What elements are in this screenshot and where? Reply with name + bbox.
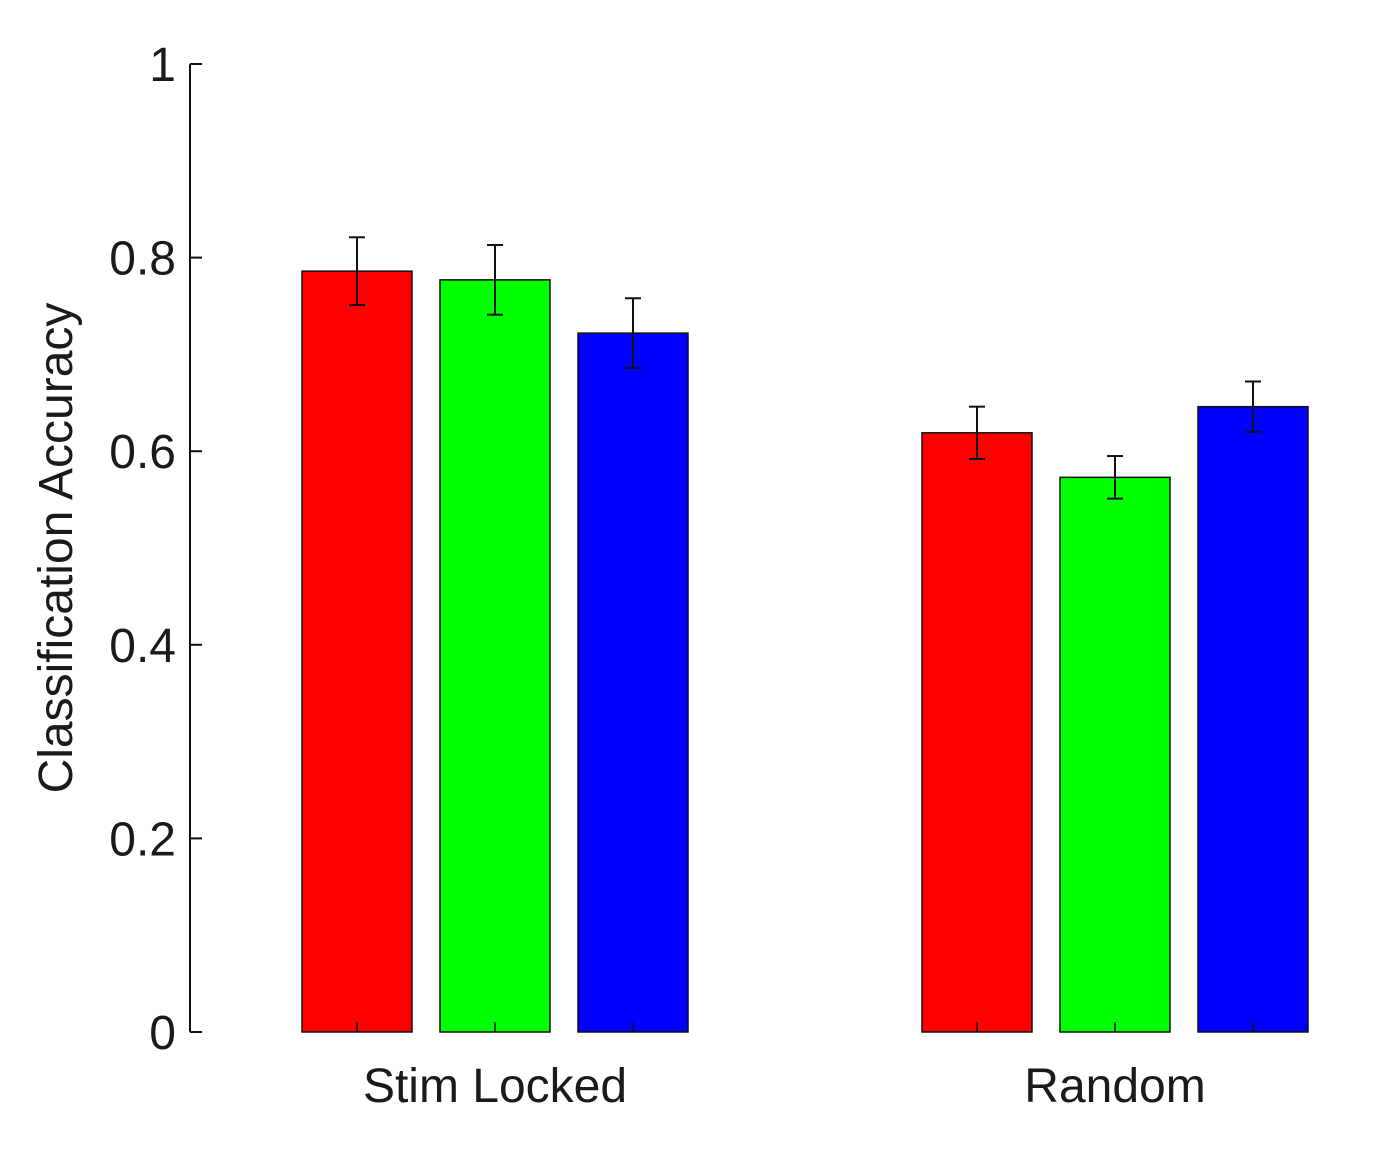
y-tick-label: 0.6 bbox=[109, 426, 176, 479]
y-tick-label: 1 bbox=[149, 39, 176, 92]
error-bar-blue-stim-locked bbox=[625, 297, 641, 369]
bar-blue-stim-locked bbox=[577, 332, 689, 1033]
bar-red-random bbox=[921, 432, 1033, 1033]
bar-green-random bbox=[1059, 476, 1171, 1033]
x-tick-label: Stim Locked bbox=[363, 1060, 627, 1113]
y-tick-label: 0.4 bbox=[109, 620, 176, 673]
x-category-labels: Stim Locked Random bbox=[363, 1060, 1206, 1113]
error-bar-red-random bbox=[969, 405, 985, 460]
error-bars-layer bbox=[349, 236, 1261, 500]
error-bar-red-stim-locked bbox=[349, 236, 365, 307]
y-axis bbox=[189, 63, 202, 1033]
bar-red-stim-locked bbox=[301, 270, 413, 1033]
x-tick-label: Random bbox=[1024, 1060, 1205, 1113]
bars-layer bbox=[301, 270, 1309, 1033]
error-bar-green-random bbox=[1107, 455, 1123, 500]
bar-green-stim-locked bbox=[439, 279, 551, 1033]
bar-blue-random bbox=[1197, 405, 1309, 1033]
y-tick-labels: 0 0.2 0.4 0.6 0.8 1 bbox=[109, 39, 176, 1060]
y-tick-label: 0.2 bbox=[109, 813, 176, 866]
error-bar-green-stim-locked bbox=[487, 244, 503, 316]
y-axis-label: Classification Accuracy bbox=[30, 303, 83, 794]
error-bar-blue-random bbox=[1245, 380, 1261, 433]
y-tick-label: 0.8 bbox=[109, 233, 176, 286]
y-tick-label: 0 bbox=[149, 1007, 176, 1060]
